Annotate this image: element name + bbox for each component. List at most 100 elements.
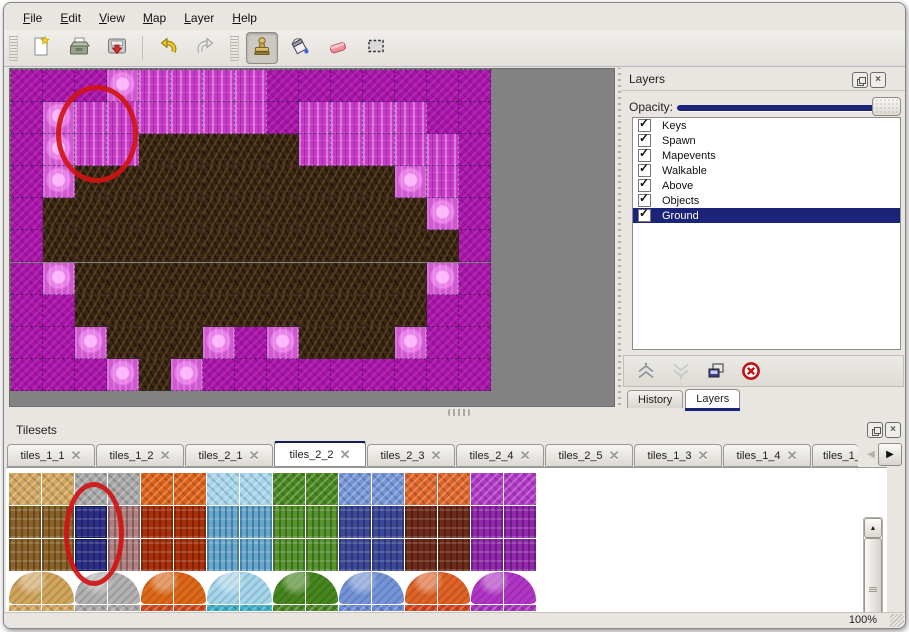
map-tile[interactable] (363, 70, 395, 102)
map-tile[interactable] (395, 358, 427, 391)
rect-select-button[interactable] (360, 32, 392, 64)
map-tile[interactable] (459, 198, 491, 231)
tileset-tile-vines[interactable] (273, 506, 305, 538)
tileset-tile-partial[interactable] (372, 605, 404, 611)
map-tile[interactable] (363, 262, 395, 295)
tileset-tile-ice[interactable] (240, 539, 272, 571)
map-tile[interactable] (427, 262, 459, 295)
map-tile[interactable] (11, 230, 43, 263)
map-tile[interactable] (267, 70, 299, 102)
map-tile[interactable] (427, 70, 459, 102)
map-tile[interactable] (363, 294, 395, 327)
map-tile[interactable] (267, 134, 299, 167)
tab-close-icon[interactable]: ✕ (159, 447, 171, 463)
tileset-blob-ice[interactable] (207, 572, 272, 604)
menu-help[interactable]: Help (232, 11, 257, 25)
fill-button[interactable] (284, 32, 316, 64)
map-tile[interactable] (43, 134, 75, 167)
tileset-partial-row[interactable] (9, 605, 537, 611)
map-tile[interactable] (331, 166, 363, 199)
map-tile[interactable] (139, 70, 171, 102)
map-tile[interactable] (395, 326, 427, 359)
tileset-tile-partial[interactable] (306, 605, 338, 611)
map-tile[interactable] (11, 70, 43, 102)
map-tile[interactable] (395, 134, 427, 167)
map-tile[interactable] (267, 198, 299, 231)
map-tile[interactable] (43, 294, 75, 327)
map-tile[interactable] (75, 102, 107, 135)
map-tile[interactable] (427, 198, 459, 231)
map-tile[interactable] (235, 70, 267, 102)
tileset-tab-tiles_2_2[interactable]: tiles_2_2 ✕ (274, 441, 366, 467)
tileset-tile-sand[interactable] (42, 539, 74, 571)
tileset-blob-sand[interactable] (9, 572, 74, 604)
opacity-slider-track[interactable] (677, 105, 899, 111)
tab-scroll-left-icon[interactable]: ◀ (867, 449, 875, 460)
map-tile[interactable] (107, 166, 139, 199)
tileset-blob-crystal[interactable] (339, 572, 404, 604)
tileset-tile-lava[interactable] (174, 506, 206, 538)
map-tile[interactable] (331, 198, 363, 231)
tileset-blob-ember[interactable] (405, 572, 470, 604)
tileset-tile-gray-rock[interactable] (108, 539, 140, 571)
map-tile[interactable] (11, 358, 43, 391)
stamp-button[interactable] (246, 32, 278, 64)
map-tile[interactable] (331, 358, 363, 391)
tileset-content[interactable]: ▲ ▼ (6, 467, 887, 614)
tileset-tab-tiles_1_1[interactable]: tiles_1_1 ✕ (7, 444, 95, 467)
tileset-tile-partial[interactable] (108, 605, 140, 611)
tileset-blob-row[interactable] (9, 572, 537, 605)
map-tile[interactable] (171, 166, 203, 199)
layer-row-objects[interactable]: ✓ Objects (633, 191, 900, 208)
map-tile[interactable] (11, 294, 43, 327)
menu-edit[interactable]: Edit (60, 11, 82, 25)
map-tile-grid[interactable] (10, 69, 492, 391)
menu-map[interactable]: Map (142, 11, 167, 25)
tileset-tile-partial[interactable] (42, 605, 74, 611)
scroll-up-icon[interactable]: ▲ (864, 518, 882, 538)
tileset-blob-purple-web[interactable] (471, 572, 536, 604)
map-tile[interactable] (107, 70, 139, 102)
menu-file[interactable]: File (23, 11, 43, 25)
map-tile[interactable] (299, 70, 331, 102)
map-tile[interactable] (299, 102, 331, 135)
tileset-tile-partial[interactable] (438, 605, 470, 611)
tileset-tile-ember[interactable] (438, 539, 470, 571)
map-tile[interactable] (299, 230, 331, 263)
tileset-tile-vines[interactable] (306, 539, 338, 571)
map-tile[interactable] (203, 166, 235, 199)
layer-visibility-checkbox[interactable]: ✓ (638, 191, 651, 207)
tileset-tab-tiles_1_3[interactable]: tiles_1_3 ✕ (634, 444, 722, 467)
close-panel-icon[interactable]: × (870, 72, 886, 88)
map-tile[interactable] (363, 326, 395, 359)
map-tile[interactable] (363, 134, 395, 167)
map-tile[interactable] (107, 102, 139, 135)
duplicate-layer-button[interactable] (703, 359, 729, 383)
map-tile[interactable] (139, 198, 171, 231)
tileset-tile-vines[interactable] (306, 473, 338, 505)
tileset-tile-sand[interactable] (9, 539, 41, 571)
float-panel-icon[interactable] (852, 72, 868, 88)
tileset-tile-sand[interactable] (42, 506, 74, 538)
map-tile[interactable] (235, 166, 267, 199)
redo-button[interactable] (190, 32, 222, 64)
tileset-scrollbar[interactable]: ▲ ▼ (863, 517, 883, 614)
map-tile[interactable] (107, 134, 139, 167)
map-tile[interactable] (395, 294, 427, 327)
map-tile[interactable] (43, 262, 75, 295)
map-tile[interactable] (75, 198, 107, 231)
map-tile[interactable] (299, 358, 331, 391)
map-tile[interactable] (299, 134, 331, 167)
map-tile[interactable] (139, 102, 171, 135)
map-tile[interactable] (427, 134, 459, 167)
map-tile[interactable] (75, 262, 107, 295)
map-tile[interactable] (395, 230, 427, 263)
map-tile[interactable] (363, 166, 395, 199)
tileset-tile-crystal[interactable] (372, 473, 404, 505)
tileset-tile-partial[interactable] (75, 605, 107, 611)
lower-layer-button[interactable] (668, 359, 694, 383)
map-tile[interactable] (459, 294, 491, 327)
map-tile[interactable] (363, 230, 395, 263)
map-tile[interactable] (75, 326, 107, 359)
raise-layer-button[interactable] (633, 359, 659, 383)
